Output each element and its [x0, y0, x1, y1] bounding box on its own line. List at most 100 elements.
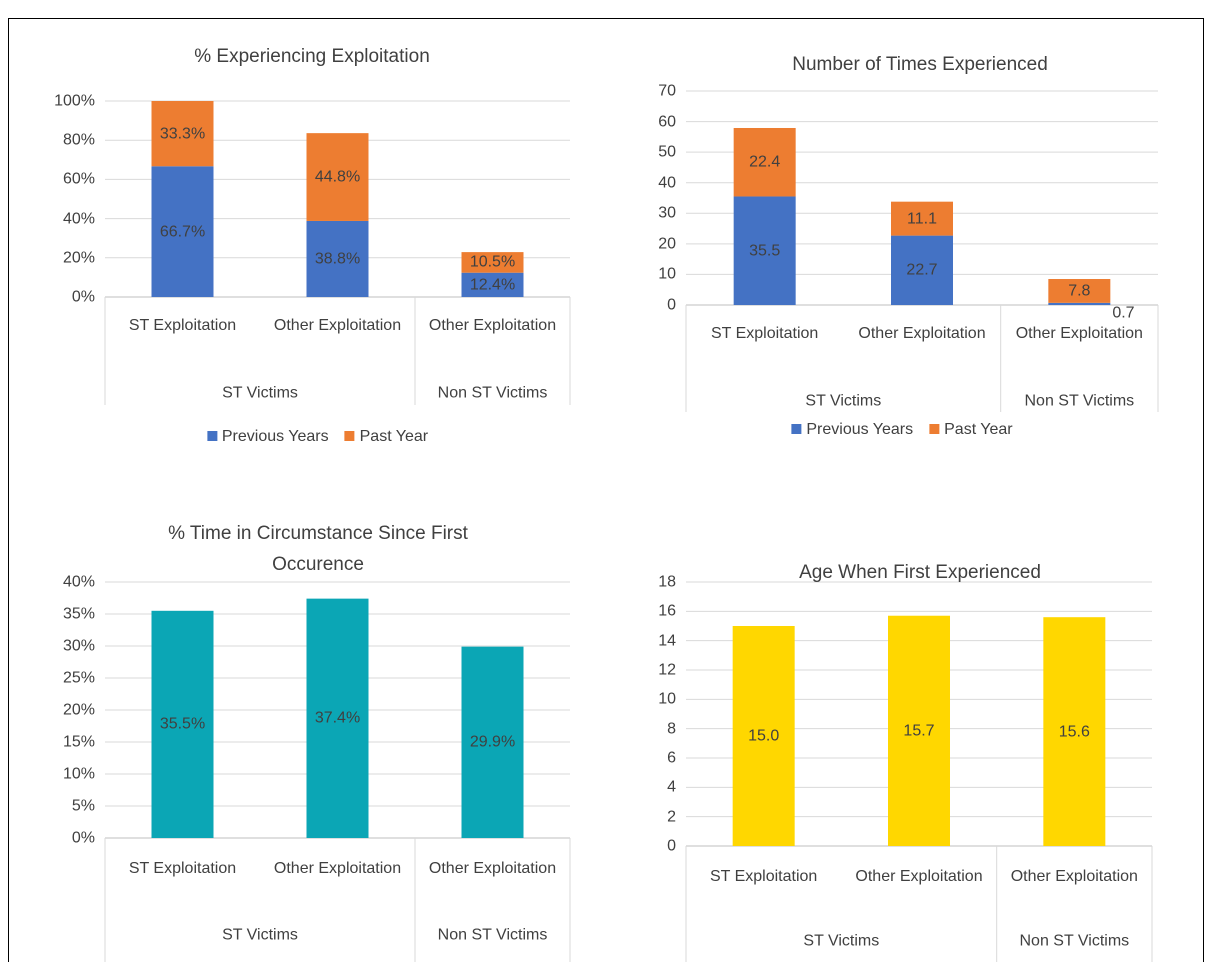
x-group-label: Non ST Victims	[1024, 392, 1135, 410]
data-label: 35.5	[749, 242, 781, 260]
y-tick-label: 18	[658, 573, 676, 591]
bar-segment	[461, 272, 524, 297]
bar	[151, 610, 214, 838]
data-label: 29.9%	[469, 733, 516, 751]
bar-segment	[461, 252, 524, 273]
y-tick-label: 14	[658, 632, 676, 650]
y-tick-label: 15%	[62, 733, 95, 751]
x-tick-label: Other Exploitation	[428, 317, 557, 334]
x-group-label: Non ST Victims	[437, 384, 548, 402]
legend-label: Previous Years	[221, 428, 329, 445]
bar-segment	[1048, 279, 1111, 303]
chart-title: % Experiencing Exploitation	[194, 46, 430, 67]
x-group-label: Non ST Victims	[437, 926, 548, 944]
y-tick-label: 50	[658, 143, 676, 161]
legend: Previous Years Past Year	[791, 421, 1013, 439]
y-tick-label: 40%	[62, 210, 95, 228]
y-tick-label: 12	[658, 661, 676, 679]
legend-item: Past Year	[929, 421, 1013, 439]
x-tick-label: Other Exploitation	[428, 860, 557, 877]
x-tick-label: ST Exploitation	[128, 860, 237, 877]
y-tick-label: 10	[658, 690, 676, 708]
data-label: 7.8	[1068, 282, 1091, 300]
bar-segment	[733, 127, 796, 197]
bar-segment	[891, 201, 953, 236]
x-tick-label: Other Exploitation	[273, 317, 402, 334]
y-tick-label: 0	[667, 296, 676, 314]
data-label: 44.8%	[314, 168, 361, 186]
y-tick-label: 60	[658, 113, 676, 131]
legend-item: Previous Years	[206, 428, 329, 446]
legend-label: Previous Years	[806, 421, 914, 438]
y-tick-label: 5%	[71, 797, 95, 815]
x-group-label: Non ST Victims	[1019, 932, 1130, 950]
bar-segment	[1048, 302, 1111, 305]
data-label: 11.1	[907, 210, 937, 228]
y-tick-label: 20%	[62, 249, 95, 267]
y-tick-label: 0%	[71, 829, 95, 847]
data-label: 35.5%	[159, 715, 206, 733]
bar	[1043, 617, 1106, 846]
y-tick-label: 10	[658, 265, 676, 283]
y-tick-label: 0%	[71, 288, 95, 306]
x-tick-label: ST Exploitation	[709, 868, 818, 885]
y-tick-label: 35%	[62, 605, 95, 623]
x-group-label: ST Victims	[805, 392, 882, 410]
y-tick-label: 8	[667, 720, 676, 738]
y-tick-label: 100%	[54, 92, 95, 110]
y-tick-label: 80%	[62, 131, 95, 149]
x-group-label: ST Victims	[803, 932, 880, 950]
y-tick-label: 40	[658, 174, 676, 192]
data-label: 66.7%	[159, 223, 206, 241]
bar	[888, 615, 950, 846]
y-tick-label: 20	[658, 235, 676, 253]
chart-title: Age When First Experienced	[799, 562, 1041, 583]
data-label: 10.5%	[469, 253, 516, 271]
bar-segment	[733, 196, 796, 305]
x-tick-label: ST Exploitation	[710, 325, 819, 342]
y-tick-label: 70	[658, 82, 676, 100]
legend-item: Previous Years	[791, 421, 913, 439]
legend-label: Past Year	[359, 428, 429, 445]
data-label: 15.0	[748, 727, 780, 745]
y-tick-label: 30	[658, 204, 676, 222]
y-tick-label: 10%	[62, 765, 95, 783]
x-tick-label: Other Exploitation	[858, 325, 986, 342]
x-tick-label: Other Exploitation	[1010, 868, 1138, 885]
y-tick-label: 25%	[62, 669, 95, 687]
legend-item: Past Year	[344, 428, 429, 446]
legend-swatch	[344, 431, 355, 441]
y-tick-label: 2	[667, 808, 676, 826]
y-tick-label: 4	[667, 778, 676, 796]
bar-segment	[151, 101, 214, 167]
data-label: 15.7	[903, 722, 935, 740]
y-tick-label: 40%	[62, 573, 95, 591]
legend-swatch	[929, 424, 940, 434]
data-label: 0.7	[1112, 304, 1135, 322]
bar-segment	[151, 166, 214, 297]
bar-segment	[891, 235, 953, 305]
data-label: 37.4%	[314, 709, 361, 727]
data-label: 15.6	[1058, 723, 1090, 741]
x-tick-label: Other Exploitation	[1015, 325, 1143, 342]
x-group-label: ST Victims	[222, 384, 298, 402]
chart-title: % Time in Circumstance Since First Occur…	[168, 523, 468, 575]
y-tick-label: 60%	[62, 170, 95, 188]
chart-title: Number of Times Experienced	[792, 54, 1048, 75]
y-tick-label: 20%	[62, 701, 95, 719]
legend-label: Past Year	[944, 421, 1013, 438]
bar	[461, 646, 524, 838]
y-tick-label: 0	[667, 837, 676, 855]
x-group-label: ST Victims	[222, 926, 298, 944]
data-label: 12.4%	[469, 276, 516, 294]
bar	[732, 626, 795, 846]
legend: Previous Years Past Year	[206, 428, 429, 446]
data-label: 22.4	[749, 153, 781, 171]
bar-segment	[306, 133, 369, 221]
x-tick-label: ST Exploitation	[128, 317, 237, 334]
legend-swatch	[791, 424, 802, 434]
frame	[8, 18, 1204, 962]
data-label: 22.7	[906, 261, 938, 279]
